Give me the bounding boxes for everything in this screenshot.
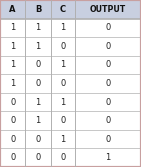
Text: 0: 0 [10, 98, 15, 107]
Bar [0, 0, 141, 19]
Text: 0: 0 [105, 23, 111, 32]
Text: 0: 0 [60, 153, 65, 162]
Text: 0: 0 [105, 98, 111, 107]
Text: 1: 1 [10, 23, 15, 32]
Text: 0: 0 [105, 42, 111, 51]
Text: 1: 1 [35, 116, 41, 125]
Text: 1: 1 [60, 60, 65, 69]
Text: 0: 0 [105, 79, 111, 88]
Text: 0: 0 [105, 116, 111, 125]
Text: C: C [60, 5, 66, 14]
Text: 0: 0 [60, 42, 65, 51]
Text: 0: 0 [35, 79, 41, 88]
Text: 0: 0 [35, 153, 41, 162]
Text: 0: 0 [10, 116, 15, 125]
Text: 0: 0 [10, 135, 15, 144]
Text: 1: 1 [10, 60, 15, 69]
Text: 1: 1 [35, 42, 41, 51]
Text: 0: 0 [35, 135, 41, 144]
Text: 1: 1 [35, 98, 41, 107]
Text: 1: 1 [60, 98, 65, 107]
Text: 0: 0 [35, 60, 41, 69]
Text: B: B [35, 5, 41, 14]
Text: 0: 0 [105, 135, 111, 144]
Text: 1: 1 [105, 153, 111, 162]
Text: 0: 0 [60, 116, 65, 125]
Text: A: A [9, 5, 16, 14]
Text: 1: 1 [10, 79, 15, 88]
Text: 1: 1 [10, 42, 15, 51]
Text: OUTPUT: OUTPUT [90, 5, 126, 14]
Text: 0: 0 [105, 60, 111, 69]
Text: 1: 1 [35, 23, 41, 32]
Text: 0: 0 [10, 153, 15, 162]
Text: 1: 1 [60, 135, 65, 144]
Text: 1: 1 [60, 23, 65, 32]
Text: 0: 0 [60, 79, 65, 88]
